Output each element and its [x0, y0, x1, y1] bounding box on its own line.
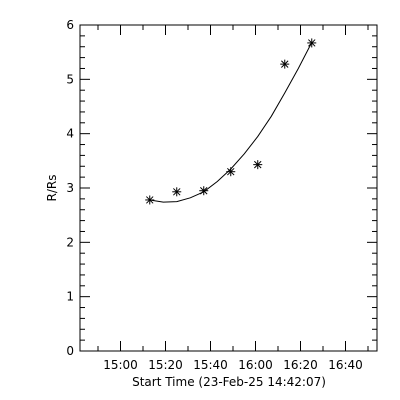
- x-tick-label: 16:20: [283, 358, 318, 372]
- plot-frame: [79, 24, 378, 352]
- data-point: [226, 167, 236, 177]
- data-point: [280, 59, 290, 69]
- y-tick-label: 1: [66, 290, 74, 304]
- x-tick-label: 16:00: [238, 358, 273, 372]
- y-tick-label: 3: [66, 181, 74, 195]
- asterisk-stroke: [173, 188, 181, 196]
- x-tick-label: 16:40: [328, 358, 363, 372]
- x-ticks: [97, 25, 369, 351]
- y-tick-label: 4: [66, 127, 74, 141]
- asterisk-stroke: [308, 39, 316, 47]
- y-tick-label: 6: [66, 18, 74, 32]
- y-tick-label: 2: [66, 235, 74, 249]
- x-tick-label: 15:00: [103, 358, 138, 372]
- y-ticks: [80, 24, 377, 352]
- data-point: [307, 38, 317, 48]
- y-tick-labels: 0 1 2 3 4 5 6: [66, 18, 74, 358]
- data-point: [253, 160, 263, 170]
- asterisk-stroke: [281, 60, 289, 68]
- data-point: [172, 187, 182, 197]
- x-axis-label: Start Time (23-Feb-25 14:42:07): [132, 375, 326, 389]
- asterisk-stroke: [146, 196, 154, 204]
- y-tick-label: 5: [66, 72, 74, 86]
- asterisk-stroke: [254, 160, 262, 169]
- x-tick-label: 15:40: [193, 358, 228, 372]
- x-tick-label: 15:20: [148, 358, 183, 372]
- y-axis-label: R/Rs: [45, 175, 59, 202]
- data-point: [145, 195, 155, 205]
- asterisk-stroke: [200, 186, 208, 195]
- y-tick-label: 0: [66, 344, 74, 358]
- data-point: [199, 186, 209, 196]
- asterisk-stroke: [227, 167, 235, 176]
- x-tick-labels: 15:00 15:20 15:40 16:00 16:20 16:40: [103, 358, 363, 372]
- data-points: [145, 38, 317, 205]
